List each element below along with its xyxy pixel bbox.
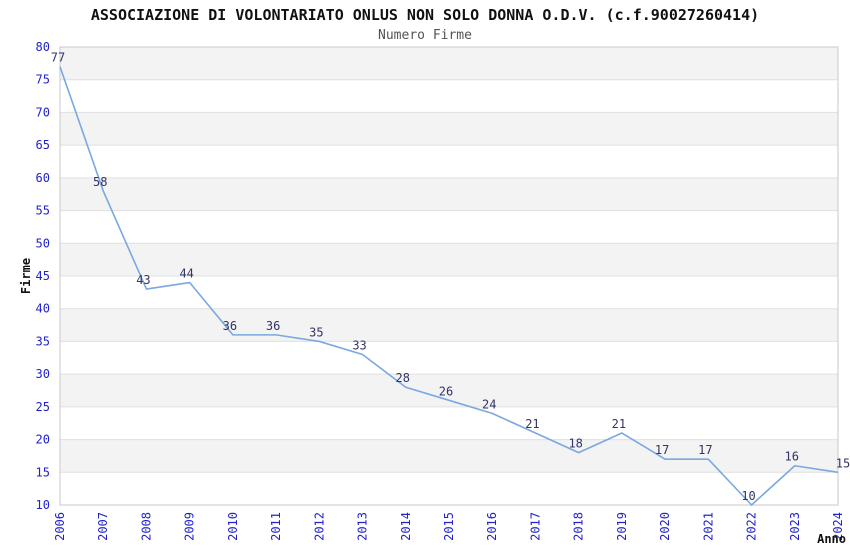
x-tick-label: 2020 (658, 512, 672, 541)
data-point-label: 21 (525, 417, 539, 431)
y-tick-label: 45 (36, 269, 50, 283)
x-tick-label: 2009 (183, 512, 197, 541)
y-tick-label: 80 (36, 40, 50, 54)
y-tick-label: 75 (36, 73, 50, 87)
data-point-label: 33 (352, 339, 366, 353)
y-axis-title: Firme (19, 258, 33, 294)
data-point-label: 17 (655, 443, 669, 457)
x-tick-label: 2022 (745, 512, 759, 541)
data-point-label: 10 (741, 489, 755, 503)
x-tick-label: 2019 (615, 512, 629, 541)
x-tick-label: 2012 (312, 512, 326, 541)
x-tick-label: 2007 (96, 512, 110, 541)
data-point-label: 28 (396, 371, 410, 385)
y-tick-label: 70 (36, 105, 50, 119)
band (60, 47, 838, 80)
data-point-label: 15 (836, 456, 850, 470)
data-point-label: 36 (223, 319, 237, 333)
y-tick-label: 20 (36, 433, 50, 447)
data-point-label: 18 (568, 437, 582, 451)
y-tick-label: 55 (36, 204, 50, 218)
band (60, 374, 838, 407)
x-tick-label: 2011 (269, 512, 283, 541)
y-tick-label: 65 (36, 138, 50, 152)
x-axis-title: Anno (817, 532, 846, 546)
series-line (59, 66, 839, 506)
band (60, 177, 838, 211)
band (60, 112, 838, 146)
data-point-label: 26 (439, 384, 453, 398)
y-tick-label: 35 (36, 334, 50, 348)
x-tick-label: 2023 (788, 512, 802, 541)
x-tick-label: 2021 (701, 512, 715, 541)
y-tick-label: 10 (36, 498, 50, 512)
data-point-label: 35 (309, 325, 323, 339)
data-point-label: 58 (93, 175, 107, 189)
data-point-label: 16 (785, 450, 799, 464)
data-point-label: 43 (136, 273, 150, 287)
data-point-label: 21 (612, 417, 626, 431)
data-point-label: 24 (482, 397, 496, 411)
y-tick-label: 60 (36, 171, 50, 185)
x-tick-label: 2024 (831, 512, 845, 541)
y-tick-label: 15 (36, 465, 50, 479)
band (60, 439, 838, 473)
y-tick-label: 50 (36, 236, 50, 250)
x-tick-label: 2016 (485, 512, 499, 541)
x-tick-label: 2008 (139, 512, 153, 541)
x-tick-label: 2017 (528, 512, 542, 541)
band (60, 308, 838, 342)
x-tick-label: 2010 (226, 512, 240, 541)
x-tick-label: 2018 (572, 512, 586, 541)
data-point-label: 44 (179, 267, 193, 281)
data-point-label: 77 (51, 51, 65, 65)
x-tick-label: 2013 (356, 512, 370, 541)
x-tick-label: 2015 (442, 512, 456, 541)
data-point-label: 17 (698, 443, 712, 457)
x-tick-label: 2014 (399, 512, 413, 541)
y-tick-label: 25 (36, 400, 50, 414)
chart-subtitle: Numero Firme (378, 28, 472, 43)
x-tick-label: 2006 (53, 512, 67, 541)
chart-title: ASSOCIAZIONE DI VOLONTARIATO ONLUS NON S… (90, 6, 760, 24)
y-tick-label: 30 (36, 367, 50, 381)
plot-border (59, 46, 839, 506)
data-point-label: 36 (266, 319, 280, 333)
band (60, 243, 838, 276)
y-tick-label: 40 (36, 302, 50, 316)
